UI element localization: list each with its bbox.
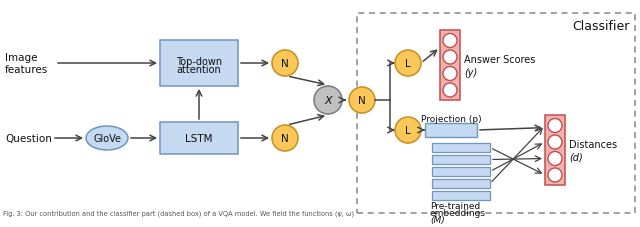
FancyBboxPatch shape [432,143,490,152]
Circle shape [443,67,457,81]
FancyBboxPatch shape [432,179,490,188]
Circle shape [443,51,457,65]
Text: Distances: Distances [569,139,617,149]
Text: Top-down: Top-down [176,57,222,67]
Circle shape [272,51,298,77]
Circle shape [548,119,562,133]
FancyBboxPatch shape [425,123,477,137]
Text: Image
features: Image features [5,53,48,74]
Circle shape [443,84,457,98]
Circle shape [395,51,421,77]
Text: Question: Question [5,133,52,143]
FancyBboxPatch shape [545,116,565,185]
Circle shape [395,118,421,143]
Text: X: X [324,96,332,106]
Circle shape [548,168,562,182]
Circle shape [349,88,375,114]
Circle shape [443,34,457,48]
Text: attention: attention [177,65,221,75]
Text: Pre-trained: Pre-trained [430,201,480,210]
Text: (d): (d) [569,152,583,162]
Circle shape [314,87,342,114]
FancyBboxPatch shape [160,41,238,87]
Text: (y): (y) [464,68,477,78]
FancyBboxPatch shape [160,122,238,154]
Text: Answer Scores: Answer Scores [464,55,536,65]
FancyBboxPatch shape [440,31,460,101]
Text: GloVe: GloVe [93,133,121,143]
Text: (M): (M) [430,215,445,224]
FancyBboxPatch shape [432,155,490,164]
FancyBboxPatch shape [432,167,490,176]
Text: Fig. 3: Our contribution and the classifier part (dashed box) of a VQA model. We: Fig. 3: Our contribution and the classif… [3,210,354,216]
Ellipse shape [86,126,128,150]
Text: Classifier: Classifier [573,20,630,33]
FancyBboxPatch shape [432,191,490,200]
Text: L: L [405,126,411,135]
Bar [357,14,635,213]
Text: N: N [281,133,289,143]
Text: N: N [281,59,289,69]
Text: embeddings: embeddings [430,208,486,217]
Text: LSTM: LSTM [185,133,212,143]
Text: Projection (p): Projection (p) [420,115,481,124]
Circle shape [548,135,562,149]
Text: N: N [358,96,366,106]
Circle shape [272,126,298,151]
Text: L: L [405,59,411,69]
Circle shape [548,152,562,166]
